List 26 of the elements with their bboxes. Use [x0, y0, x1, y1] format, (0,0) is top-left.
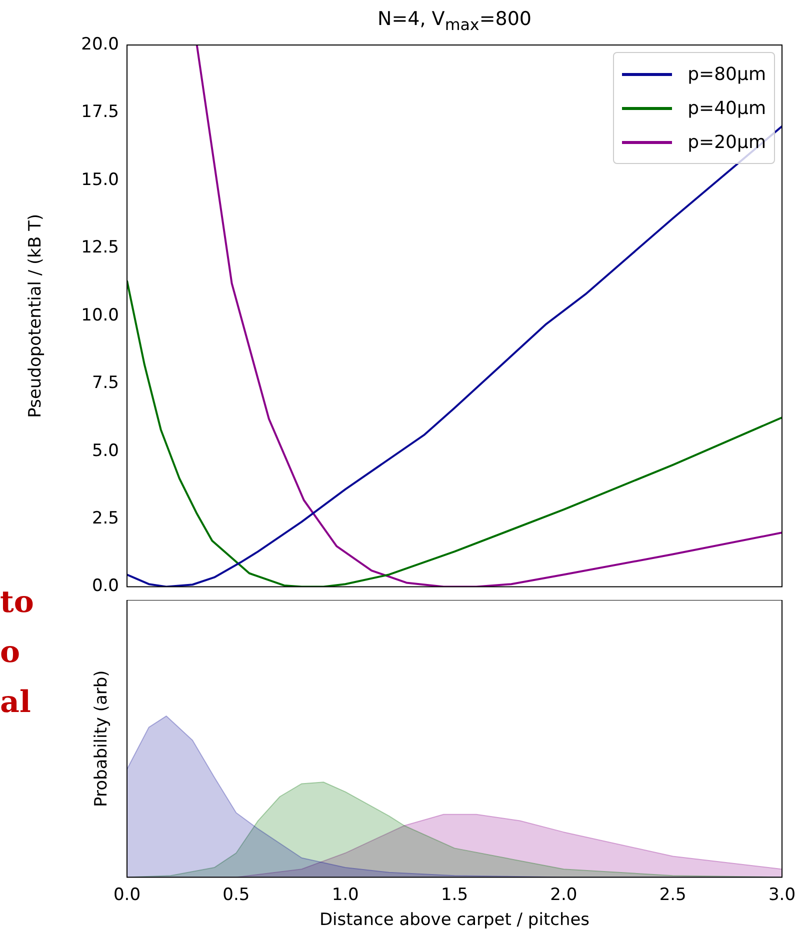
legend-label: p=20μm: [688, 132, 766, 152]
x-tick-label: 2.0: [550, 884, 578, 905]
x-tick-label: 2.5: [659, 884, 686, 905]
y-tick-label: 15.0: [81, 170, 119, 190]
x-tick-label: 1.5: [440, 884, 468, 905]
text: al: [0, 684, 32, 722]
text: o: [0, 634, 22, 672]
x-tick-label: 0.0: [113, 884, 141, 905]
text: to: [0, 584, 34, 622]
x-axis-title: Distance above carpet / pitches: [319, 910, 590, 930]
y-axis-title: Probability (arb): [92, 670, 112, 807]
y-tick-label: 20.0: [81, 34, 119, 54]
y-tick-label: 0.0: [92, 576, 119, 596]
x-tick-label: 3.0: [768, 884, 796, 905]
y-tick-label: 17.5: [81, 102, 119, 122]
x-tick-label: 1.0: [332, 884, 359, 905]
y-tick-label: 7.5: [92, 373, 119, 394]
y-axis-title: Pseudopotential / (kB T): [26, 214, 46, 418]
y-tick-label: 12.5: [81, 238, 119, 258]
x-tick-label: 0.5: [222, 884, 250, 905]
y-tick-label: 10.0: [81, 305, 119, 326]
legend-label: p=40μm: [688, 98, 766, 118]
y-tick-label: 2.5: [92, 508, 119, 528]
chart-title: N=4, V$_{max}$=800: [376, 8, 532, 34]
legend-label: p=80μm: [688, 64, 766, 84]
y-tick-label: 5.0: [92, 440, 119, 461]
